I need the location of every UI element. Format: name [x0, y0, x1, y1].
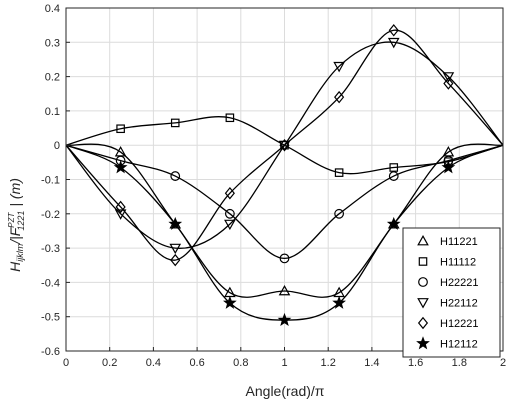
legend-marker-H22221	[418, 277, 428, 287]
series-line-H22221	[65, 144, 504, 260]
legend-marker-H12221	[417, 316, 429, 330]
legend-marker-H12112	[416, 336, 430, 350]
x-tick-label: 0.8	[233, 357, 248, 369]
data-point-H12112	[113, 160, 128, 174]
legend-label-H22112: H22112	[440, 298, 478, 310]
series-lines	[65, 29, 504, 321]
series-markers	[113, 24, 456, 326]
y-axis-title: Hijklm/|FPZT1221 | (m)	[7, 178, 26, 272]
x-tick-label: 0.6	[189, 357, 204, 369]
data-point-H12112	[277, 312, 292, 326]
legend: H11221 H11112 H22221 H22112 H12221 H12112	[402, 227, 501, 358]
data-point-H22221	[388, 171, 399, 181]
data-point-H22221	[170, 171, 181, 181]
data-point-H22112	[224, 219, 236, 231]
legend-marker-H22112	[417, 298, 429, 309]
data-point-H22112	[333, 61, 345, 73]
legend-box	[402, 227, 501, 358]
y-tick-label: 0.3	[45, 37, 60, 49]
data-point-H22112	[387, 37, 400, 49]
data-point-H12112	[332, 295, 346, 309]
x-tick-label: 1	[281, 357, 287, 369]
data-point-H22112	[114, 209, 127, 220]
data-point-H12221	[279, 138, 290, 152]
y-tick-label: -0.1	[41, 175, 60, 187]
y-tick-label: 0.2	[45, 72, 60, 84]
y-tick-label: -0.5	[41, 312, 60, 324]
data-point-H22221	[224, 208, 235, 219]
y-tick-label: -0.2	[41, 209, 60, 221]
x-tick-label: 0.4	[146, 357, 161, 369]
data-point-H11112	[225, 113, 235, 123]
data-point-H22221	[334, 208, 345, 219]
x-tick-label: 0.2	[102, 357, 117, 369]
legend-label-H11221: H11221	[440, 236, 478, 248]
y-axis-title-unit: | (m)	[7, 178, 23, 207]
data-point-H12112	[441, 160, 456, 174]
data-point-H12221	[224, 186, 235, 200]
data-point-H11112	[334, 168, 344, 177]
y-axis-title-main: H	[7, 261, 23, 272]
data-point-H22112	[442, 72, 455, 83]
y-axis-title-main-sub: ijklm	[15, 243, 25, 261]
data-point-H11112	[170, 118, 180, 128]
data-point-H12221	[388, 24, 399, 37]
x-tick-label: 1.6	[408, 357, 423, 369]
data-point-H11112	[116, 124, 125, 134]
legend-label-H11112: H11112	[440, 257, 476, 269]
y-tick-label: -0.6	[41, 346, 60, 358]
y-tick-label: -0.4	[41, 277, 60, 289]
x-tick-label: 1.8	[452, 357, 467, 369]
y-axis-title-f-sup: PZT	[7, 212, 16, 228]
y-tick-label: 0	[54, 140, 60, 152]
data-point-H12221	[115, 200, 126, 214]
data-point-H11221	[278, 284, 291, 296]
data-point-H12221	[170, 253, 181, 267]
x-tick-label: 1.4	[364, 357, 379, 369]
series-line-H11221	[65, 143, 504, 298]
x-tick-label: 1.2	[321, 357, 336, 369]
data-point-H12221	[443, 77, 454, 90]
x-tick-label: 2	[500, 357, 506, 369]
legend-marker-H11112	[418, 257, 428, 266]
legend-label-H22221: H22221	[440, 277, 479, 289]
data-point-H12221	[334, 90, 345, 104]
legend-marker-H11221	[417, 234, 429, 246]
data-point-H22112	[169, 243, 182, 255]
y-tick-label: 0.1	[45, 106, 60, 118]
y-tick-label: -0.3	[41, 243, 60, 255]
x-tick-label: 0	[63, 357, 69, 369]
y-axis-title-divider: /|F	[7, 226, 23, 245]
data-point-H22221	[279, 253, 290, 264]
data-point-H12112	[223, 295, 237, 309]
legend-label-H12112: H12112	[440, 339, 478, 351]
axis-ticks: 0 0.2 0.4 0.6 0.8 1 1.2 1.4 1.6 1.8 2 0.4 0.3 0.2 0.1 0…	[41, 3, 506, 369]
data-point-H22112	[278, 140, 291, 152]
data-point-H12112	[168, 216, 183, 230]
data-point-H12112	[386, 216, 401, 230]
series-line-H12221	[65, 29, 504, 261]
y-axis-title-f-sub: 1221	[16, 211, 26, 231]
x-axis-title: Angle(rad)/π	[246, 383, 325, 399]
y-tick-label: 0.4	[45, 3, 60, 15]
legend-label-H12221: H12221	[440, 318, 479, 330]
